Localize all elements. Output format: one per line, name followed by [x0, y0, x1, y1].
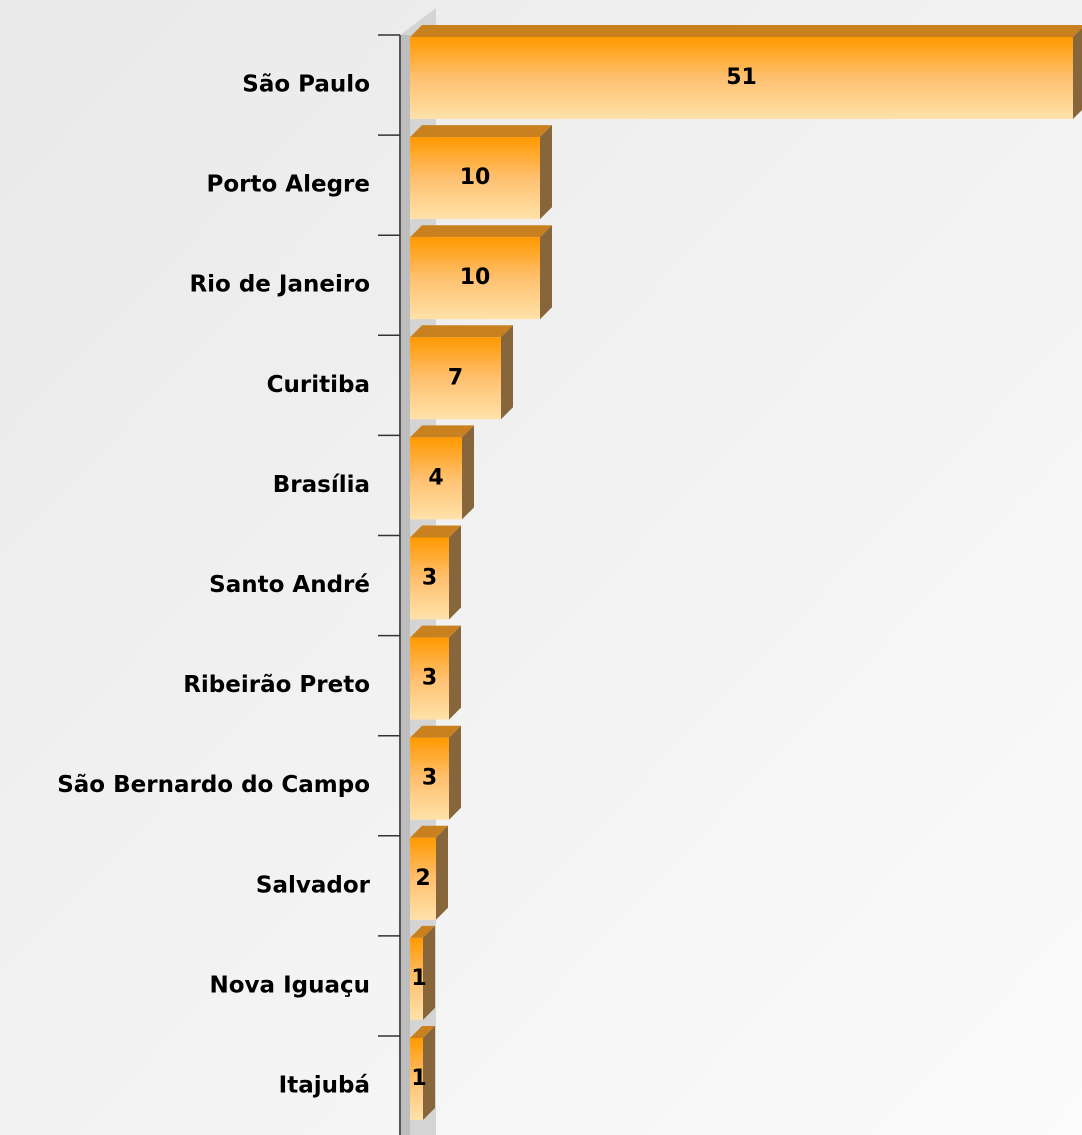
- bar: [410, 637, 449, 720]
- value-label: 3: [422, 766, 437, 791]
- category-label: Salvador: [256, 872, 371, 898]
- bar: [410, 737, 449, 820]
- category-label: Ribeirão Preto: [183, 672, 370, 698]
- bar-top: [410, 325, 513, 338]
- bar: [410, 437, 462, 520]
- bar-top: [410, 225, 552, 238]
- category-label: Santo André: [209, 572, 370, 598]
- bar-top: [410, 1026, 435, 1038]
- bar: [410, 337, 501, 420]
- bar-side: [1073, 28, 1082, 119]
- bar: [410, 37, 1073, 119]
- bar-top: [410, 725, 461, 738]
- value-label: 10: [460, 165, 491, 190]
- category-label: São Bernardo do Campo: [57, 772, 370, 798]
- bar: [410, 1038, 423, 1120]
- value-label: 51: [726, 65, 757, 90]
- bar-top: [410, 525, 461, 538]
- bar: [410, 937, 423, 1020]
- value-label: 2: [415, 866, 430, 891]
- bar-side: [449, 525, 461, 620]
- bar-side: [449, 625, 461, 720]
- bar-side: [540, 125, 552, 220]
- bar-top: [410, 425, 474, 438]
- category-label: Nova Iguaçu: [210, 972, 371, 998]
- bar: [410, 137, 540, 220]
- bar-top: [410, 625, 461, 638]
- value-label: 4: [428, 465, 443, 490]
- bar-side: [449, 725, 461, 820]
- bar: [410, 837, 436, 920]
- value-label: 3: [422, 666, 437, 691]
- value-label: 10: [460, 265, 491, 290]
- bar: [410, 537, 449, 620]
- bar-top: [410, 925, 435, 938]
- category-label: São Paulo: [242, 72, 370, 98]
- bar-side: [423, 925, 435, 1020]
- bar-side: [501, 325, 513, 420]
- bar-top: [410, 825, 448, 838]
- value-label: 3: [422, 566, 437, 591]
- category-label: Porto Alegre: [207, 172, 371, 198]
- bar-side: [436, 825, 448, 920]
- category-label: Brasília: [273, 472, 370, 498]
- bar-side: [462, 425, 474, 520]
- bar-top: [410, 125, 552, 138]
- bar: [410, 237, 540, 320]
- value-label: 1: [411, 966, 426, 991]
- bar-side: [540, 225, 552, 320]
- value-label: 1: [411, 1066, 426, 1091]
- axis-wall-front: [400, 35, 410, 1135]
- value-label: 7: [448, 365, 463, 390]
- bar-top: [410, 25, 1082, 37]
- category-label: Itajubá: [279, 1073, 370, 1099]
- category-label: Rio de Janeiro: [189, 272, 370, 298]
- category-label: Curitiba: [267, 372, 370, 398]
- bar-side: [423, 1026, 435, 1120]
